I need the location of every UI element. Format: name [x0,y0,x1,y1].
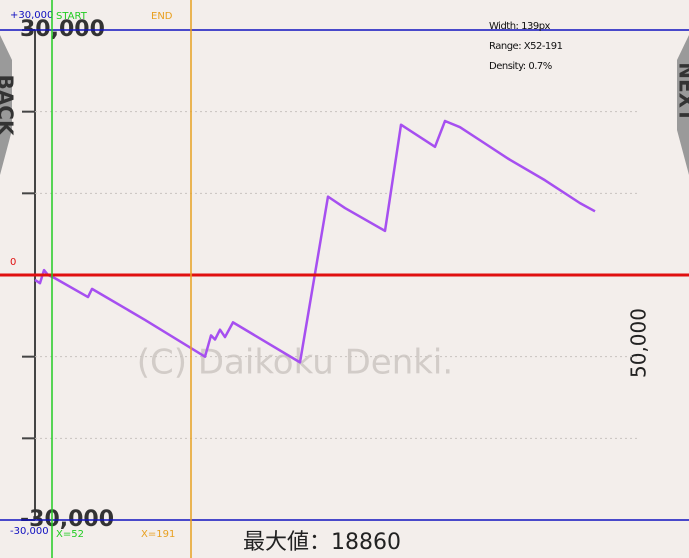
info-text: Range: X52-191 [489,41,563,52]
next-label[interactable]: NEXT [675,62,689,122]
marker-label: END [151,11,173,22]
reference-label: +30,000 [10,10,53,21]
marker-position: X=52 [56,529,84,540]
info-text: Density: 0.7% [489,61,552,72]
watermark: (C) Daikoku Denki. [137,343,453,383]
scale-label: 50,000 [627,308,651,378]
back-arrow[interactable] [0,35,12,175]
max-label: 最大値：18860 [243,530,401,555]
back-label[interactable]: BACK [0,75,18,137]
info-text: Width: 139px [489,21,551,32]
marker-position: X=191 [141,529,175,540]
reference-label: 0 [10,257,16,268]
next-arrow[interactable] [677,35,689,175]
data-line [34,119,596,364]
reference-label: -30,000 [10,526,49,537]
marker-label: START [56,11,88,22]
